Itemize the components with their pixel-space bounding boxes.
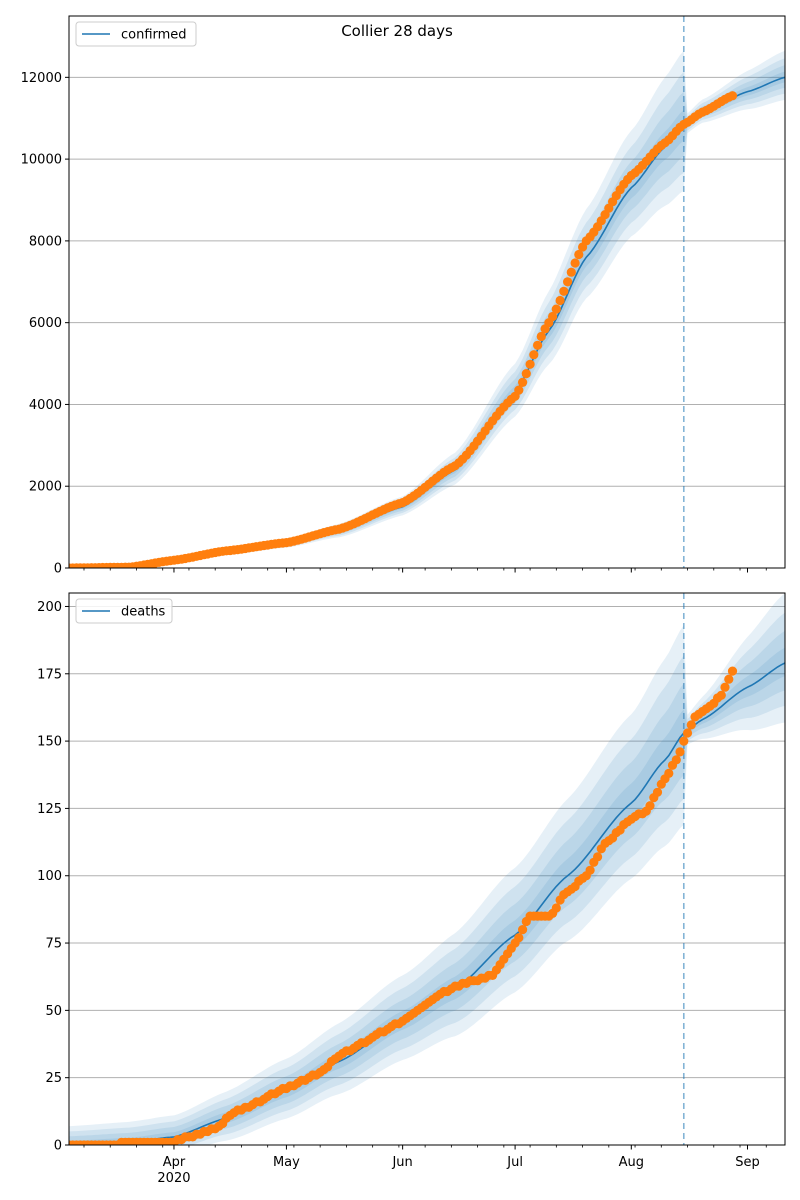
- observed-point: [671, 755, 681, 765]
- observed-point: [724, 674, 734, 684]
- y-tick-label: 8000: [29, 234, 62, 249]
- confirmed-panel: 0 2000 4000 6000 8000 10000 12000 confirmed: [21, 15, 786, 577]
- observed-point: [563, 277, 573, 287]
- legend-box: [75, 21, 197, 47]
- y-tick-label: 6000: [29, 316, 62, 331]
- observed-point: [518, 925, 528, 935]
- observed-point: [682, 728, 693, 738]
- y-tick-label: 175: [37, 667, 62, 682]
- plot-area: [69, 593, 785, 1145]
- y-tick-label: 75: [45, 937, 62, 952]
- observed-point: [727, 666, 738, 676]
- y-tick-label: 0: [54, 562, 62, 577]
- observed-point: [555, 295, 565, 306]
- observed-point: [716, 690, 726, 700]
- y-tick-label: 0: [54, 1139, 62, 1154]
- observed-point: [585, 865, 595, 875]
- uncertainty-band: [69, 630, 785, 1145]
- observed-point: [518, 377, 528, 387]
- chart-title: Collier 28 days: [341, 22, 453, 40]
- y-tick-label: 125: [37, 802, 62, 817]
- x-tick-label: Sep: [735, 1155, 760, 1170]
- observed-point: [593, 852, 603, 862]
- observed-point: [536, 331, 546, 342]
- observed-point: [645, 801, 655, 811]
- observed-point: [514, 385, 524, 395]
- legend-label: confirmed: [121, 28, 187, 43]
- y-tick-label: 150: [37, 735, 62, 750]
- observed-point: [533, 340, 543, 350]
- x-tick-year-label: 2020: [157, 1171, 190, 1186]
- y-tick-label: 50: [45, 1004, 62, 1019]
- observed-point: [548, 311, 558, 322]
- observed-point: [727, 91, 738, 101]
- legend-label: deaths: [121, 605, 166, 620]
- legend-box: [75, 598, 173, 624]
- y-tick-label: 200: [37, 600, 62, 615]
- observed-point: [529, 350, 539, 360]
- observed-point: [566, 267, 576, 277]
- observed-point: [559, 286, 569, 296]
- uncertainty-band: [69, 647, 785, 1145]
- observed-point: [720, 682, 730, 692]
- y-tick-label: 2000: [29, 480, 62, 495]
- observed-point: [521, 369, 531, 379]
- x-tick-label: Aug: [619, 1155, 644, 1170]
- observed-point: [679, 736, 689, 746]
- plot-area: [69, 16, 785, 568]
- x-tick-label: Jul: [506, 1155, 523, 1170]
- y-tick-label: 100: [37, 869, 62, 884]
- observed-point: [551, 903, 561, 913]
- uncertainty-band: [69, 612, 785, 1145]
- uncertainty-band: [69, 593, 785, 1145]
- observed-point: [652, 787, 663, 797]
- uncertainty-band: [69, 50, 785, 568]
- x-tick-label: Jun: [391, 1155, 412, 1170]
- axes-frame: [68, 15, 786, 569]
- observed-point: [574, 249, 584, 260]
- y-tick-label: 25: [45, 1071, 62, 1086]
- observed-point: [664, 768, 674, 779]
- observed-point: [570, 258, 580, 268]
- observed-point: [686, 720, 696, 730]
- axes-frame: [68, 592, 786, 1146]
- y-tick-label: 4000: [29, 398, 62, 413]
- y-tick-label: 10000: [21, 153, 62, 168]
- x-tick-label: May: [273, 1155, 300, 1170]
- y-tick-label: 12000: [21, 71, 62, 86]
- observed-point: [525, 359, 535, 369]
- observed-point: [514, 933, 524, 943]
- observed-point: [551, 304, 561, 314]
- observed-point: [675, 747, 685, 757]
- x-tick-label: Apr: [163, 1155, 186, 1170]
